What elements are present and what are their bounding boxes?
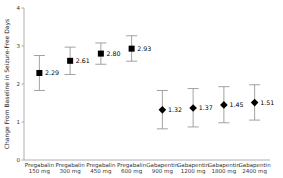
error-bar [249,85,260,120]
data-label: 2.93 [137,45,151,52]
y-tick-label: 0 [17,157,21,163]
y-tick [22,46,25,47]
y-tick-label: 3 [17,43,21,49]
x-tick-label: Pregabalin600 mg [117,162,147,175]
y-tick-label: 1 [17,119,21,125]
marker-diamond [220,101,228,109]
data-label: 1.51 [260,99,274,106]
y-tick [22,84,25,85]
x-tick-label: Pregabalin150 mg [25,162,55,175]
x-tick-label: Pregabalin300 mg [56,162,86,175]
y-tick-label: 2 [17,81,21,87]
data-label: 2.29 [45,69,59,76]
plot-area [34,36,260,129]
marker-diamond [251,99,259,107]
error-bar [218,87,229,123]
x-axis-line [24,160,270,161]
y-tick [22,160,25,161]
error-bar [34,56,45,91]
data-label: 1.32 [168,106,182,113]
marker-square [67,58,73,64]
x-tick-label: Gabapentin900 mg [146,162,179,175]
x-tick-label: Gabapentin1800 mg [208,162,241,175]
data-label: 1.37 [199,104,213,111]
error-bar [95,43,106,64]
y-axis-label: Change From Baseline in Seizure-Free Day… [3,19,11,149]
marker-square [129,46,135,52]
marker-square [98,51,104,57]
x-tick-label: Gabapentin2400 mg [239,162,272,175]
error-bar [65,47,76,74]
x-tick-label: Gabapentin1200 mg [177,162,210,175]
marker-diamond [159,106,167,114]
marker-diamond [189,104,197,112]
data-label: 2.80 [106,50,120,57]
error-bar [126,36,137,61]
data-label: 2.61 [76,57,90,64]
data-label: 1.45 [229,101,243,108]
x-tick-label: Pregabalin450 mg [86,162,116,175]
error-bar [157,90,168,128]
y-tick [22,122,25,123]
y-tick-label: 4 [17,5,21,11]
y-tick [22,8,25,9]
chart: 0 1 2 3 4 Change From Baseline in Seizure-Fre… [0,0,283,178]
error-bar [188,89,199,127]
marker-square [36,70,42,76]
